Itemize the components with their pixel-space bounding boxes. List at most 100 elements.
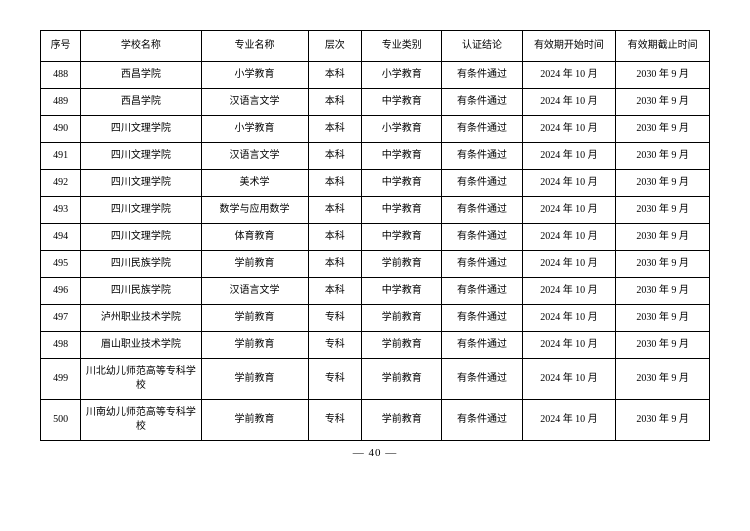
table-cell: 2024 年 10 月 xyxy=(522,62,616,89)
table-cell: 美术学 xyxy=(201,170,308,197)
table-cell: 有条件通过 xyxy=(442,400,522,441)
header-school: 学校名称 xyxy=(81,31,201,62)
table-cell: 2030 年 9 月 xyxy=(616,305,710,332)
table-cell: 498 xyxy=(41,332,81,359)
table-cell: 中学教育 xyxy=(362,224,442,251)
table-cell: 2030 年 9 月 xyxy=(616,332,710,359)
table-cell: 有条件通过 xyxy=(442,251,522,278)
table-row: 495四川民族学院学前教育本科学前教育有条件通过2024 年 10 月2030 … xyxy=(41,251,710,278)
table-cell: 497 xyxy=(41,305,81,332)
table-cell: 汉语言文学 xyxy=(201,89,308,116)
table-cell: 492 xyxy=(41,170,81,197)
table-cell: 有条件通过 xyxy=(442,116,522,143)
table-cell: 学前教育 xyxy=(362,305,442,332)
table-cell: 学前教育 xyxy=(201,251,308,278)
table-cell: 2024 年 10 月 xyxy=(522,89,616,116)
table-cell: 泸州职业技术学院 xyxy=(81,305,201,332)
table-cell: 2030 年 9 月 xyxy=(616,251,710,278)
table-cell: 2024 年 10 月 xyxy=(522,251,616,278)
table-cell: 有条件通过 xyxy=(442,278,522,305)
table-cell: 2030 年 9 月 xyxy=(616,89,710,116)
table-cell: 有条件通过 xyxy=(442,62,522,89)
table-cell: 494 xyxy=(41,224,81,251)
table-row: 498眉山职业技术学院学前教育专科学前教育有条件通过2024 年 10 月203… xyxy=(41,332,710,359)
table-cell: 499 xyxy=(41,359,81,400)
table-cell: 2024 年 10 月 xyxy=(522,278,616,305)
table-cell: 2030 年 9 月 xyxy=(616,116,710,143)
table-cell: 学前教育 xyxy=(362,359,442,400)
table-row: 493四川文理学院数学与应用数学本科中学教育有条件通过2024 年 10 月20… xyxy=(41,197,710,224)
table-cell: 本科 xyxy=(308,251,362,278)
table-cell: 2030 年 9 月 xyxy=(616,197,710,224)
table-row: 494四川文理学院体育教育本科中学教育有条件通过2024 年 10 月2030 … xyxy=(41,224,710,251)
table-cell: 2024 年 10 月 xyxy=(522,400,616,441)
table-cell: 中学教育 xyxy=(362,278,442,305)
table-cell: 学前教育 xyxy=(201,359,308,400)
table-cell: 2024 年 10 月 xyxy=(522,305,616,332)
table-cell: 数学与应用数学 xyxy=(201,197,308,224)
table-cell: 有条件通过 xyxy=(442,305,522,332)
table-cell: 2024 年 10 月 xyxy=(522,197,616,224)
table-cell: 四川文理学院 xyxy=(81,143,201,170)
table-cell: 汉语言文学 xyxy=(201,278,308,305)
table-cell: 本科 xyxy=(308,62,362,89)
table-cell: 专科 xyxy=(308,400,362,441)
table-cell: 小学教育 xyxy=(201,62,308,89)
table-cell: 四川文理学院 xyxy=(81,224,201,251)
table-row: 496四川民族学院汉语言文学本科中学教育有条件通过2024 年 10 月2030… xyxy=(41,278,710,305)
table-cell: 2030 年 9 月 xyxy=(616,62,710,89)
table-cell: 本科 xyxy=(308,197,362,224)
table-row: 497泸州职业技术学院学前教育专科学前教育有条件通过2024 年 10 月203… xyxy=(41,305,710,332)
table-row: 490四川文理学院小学教育本科小学教育有条件通过2024 年 10 月2030 … xyxy=(41,116,710,143)
table-cell: 有条件通过 xyxy=(442,89,522,116)
certification-table: 序号 学校名称 专业名称 层次 专业类别 认证结论 有效期开始时间 有效期截止时… xyxy=(40,30,710,441)
table-cell: 学前教育 xyxy=(362,251,442,278)
table-cell: 2030 年 9 月 xyxy=(616,224,710,251)
table-row: 488西昌学院小学教育本科小学教育有条件通过2024 年 10 月2030 年 … xyxy=(41,62,710,89)
table-cell: 488 xyxy=(41,62,81,89)
table-row: 489西昌学院汉语言文学本科中学教育有条件通过2024 年 10 月2030 年… xyxy=(41,89,710,116)
table-cell: 学前教育 xyxy=(201,305,308,332)
table-cell: 有条件通过 xyxy=(442,170,522,197)
table-row: 499川北幼儿师范高等专科学校学前教育专科学前教育有条件通过2024 年 10 … xyxy=(41,359,710,400)
table-cell: 500 xyxy=(41,400,81,441)
table-cell: 四川民族学院 xyxy=(81,278,201,305)
table-cell: 学前教育 xyxy=(362,400,442,441)
table-cell: 有条件通过 xyxy=(442,197,522,224)
table-cell: 川北幼儿师范高等专科学校 xyxy=(81,359,201,400)
table-cell: 495 xyxy=(41,251,81,278)
table-cell: 2030 年 9 月 xyxy=(616,170,710,197)
header-seq: 序号 xyxy=(41,31,81,62)
header-end: 有效期截止时间 xyxy=(616,31,710,62)
table-cell: 学前教育 xyxy=(201,400,308,441)
table-cell: 四川民族学院 xyxy=(81,251,201,278)
table-cell: 493 xyxy=(41,197,81,224)
table-cell: 本科 xyxy=(308,170,362,197)
table-cell: 本科 xyxy=(308,224,362,251)
table-cell: 中学教育 xyxy=(362,89,442,116)
table-cell: 专科 xyxy=(308,359,362,400)
table-cell: 小学教育 xyxy=(362,116,442,143)
table-cell: 川南幼儿师范高等专科学校 xyxy=(81,400,201,441)
table-cell: 小学教育 xyxy=(362,62,442,89)
table-cell: 本科 xyxy=(308,278,362,305)
table-cell: 本科 xyxy=(308,89,362,116)
table-cell: 四川文理学院 xyxy=(81,197,201,224)
table-cell: 四川文理学院 xyxy=(81,116,201,143)
table-cell: 西昌学院 xyxy=(81,89,201,116)
table-cell: 眉山职业技术学院 xyxy=(81,332,201,359)
table-cell: 本科 xyxy=(308,116,362,143)
table-cell: 有条件通过 xyxy=(442,359,522,400)
table-cell: 学前教育 xyxy=(362,332,442,359)
header-level: 层次 xyxy=(308,31,362,62)
table-cell: 490 xyxy=(41,116,81,143)
table-cell: 491 xyxy=(41,143,81,170)
header-start: 有效期开始时间 xyxy=(522,31,616,62)
header-major: 专业名称 xyxy=(201,31,308,62)
table-cell: 有条件通过 xyxy=(442,332,522,359)
table-cell: 四川文理学院 xyxy=(81,170,201,197)
table-cell: 2024 年 10 月 xyxy=(522,359,616,400)
table-cell: 体育教育 xyxy=(201,224,308,251)
table-cell: 2024 年 10 月 xyxy=(522,332,616,359)
table-cell: 2024 年 10 月 xyxy=(522,170,616,197)
